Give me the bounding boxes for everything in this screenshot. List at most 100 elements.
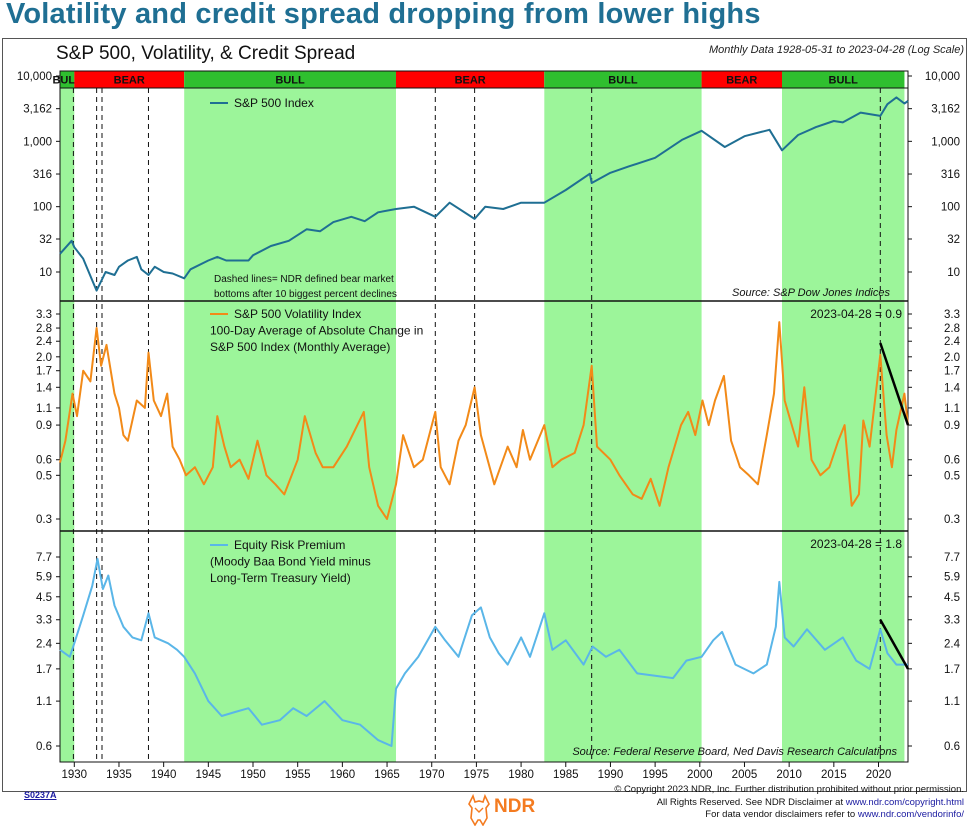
y-tick-label-right: 1.1 (944, 696, 960, 708)
copyright-line-2: All Rights Reserved. See NDR Disclaimer … (614, 797, 964, 810)
erp-legend-text: Long-Term Treasury Yield) (210, 571, 351, 585)
erp-latest-label: 2023-04-28 = 1.8 (810, 537, 902, 551)
erp-source: Source: Federal Reserve Board, Ned Davis… (572, 746, 897, 758)
x-tick-label: 1965 (374, 769, 400, 781)
regime-label-2: BULL (275, 75, 305, 87)
y-tick-label-left: 7.7 (36, 552, 52, 564)
regime-label-3: BEAR (455, 75, 486, 87)
y-tick-label-right: 316 (941, 169, 960, 181)
ndr-logo-text: NDR (494, 796, 536, 817)
headline: Volatility and credit spread dropping fr… (6, 0, 761, 30)
x-tick-label: 1940 (151, 769, 177, 781)
y-tick-label-right: 1.1 (944, 403, 960, 415)
erp-legend-text: Equity Risk Premium (234, 538, 345, 552)
annotation-line-1: Dashed lines= NDR defined bear market (214, 274, 394, 285)
x-tick-label: 1980 (508, 769, 534, 781)
copyright-line-3-text: For data vendor disclaimers refer to (705, 809, 858, 820)
copyright-line-2-text: All Rights Reserved. See NDR Disclaimer … (656, 796, 846, 808)
chart-subtitle: Monthly Data 1928-05-31 to 2023-04-28 (L… (709, 44, 964, 56)
x-tick-label: 2005 (732, 769, 758, 781)
chart-frame (2, 38, 967, 792)
erp-legend-text: (Moody Baa Bond Yield minus (210, 555, 371, 569)
x-tick-label: 1970 (419, 769, 445, 781)
y-tick-label-right: 7.7 (944, 552, 960, 564)
copyright-notice: © Copyright 2023 NDR, Inc. Further distr… (614, 784, 964, 822)
y-tick-label-right: 3.3 (944, 309, 960, 321)
y-tick-label-left: 5.9 (36, 572, 52, 584)
x-tick-label: 2010 (776, 769, 802, 781)
copyright-link[interactable]: www.ndr.com/copyright.html (845, 796, 964, 808)
y-tick-label-left: 1.1 (36, 696, 52, 708)
y-tick-label-right: 0.3 (944, 514, 960, 526)
y-tick-label-left: 1.7 (36, 664, 52, 676)
spx-series-line (59, 96, 909, 292)
y-tick-label-left: 100 (33, 202, 52, 214)
y-tick-label-left: 2.4 (36, 336, 53, 348)
y-tick-label-left: 0.6 (36, 741, 52, 753)
bull-shading-4 (544, 71, 702, 762)
y-tick-label-right: 0.9 (944, 420, 960, 432)
y-tick-label-left: 0.9 (36, 420, 52, 432)
y-tick-label-right: 3.3 (944, 615, 960, 627)
regime-band-6 (782, 71, 905, 88)
erp-series-line (59, 557, 908, 747)
y-tick-label-right: 5.9 (944, 572, 960, 584)
annotation-line-2: bottoms after 10 biggest percent decline… (214, 289, 397, 300)
x-tick-label: 2015 (821, 769, 847, 781)
y-tick-label-left: 10,000 (17, 71, 52, 83)
x-tick-label: 1955 (285, 769, 311, 781)
y-tick-label-left: 3.3 (36, 615, 52, 627)
regime-band-3 (395, 71, 545, 88)
x-tick-label: 1945 (196, 769, 222, 781)
regime-label-1: BEAR (114, 75, 145, 87)
ndr-bull-logo-icon (468, 793, 490, 826)
copyright-line-1: © Copyright 2023 NDR, Inc. Further distr… (614, 784, 964, 795)
y-tick-label-left: 0.6 (36, 455, 52, 467)
y-tick-label-right: 1.7 (944, 366, 960, 378)
y-tick-label-left: 4.5 (36, 592, 52, 604)
y-tick-label-left: 0.3 (36, 514, 52, 526)
y-tick-label-right: 1.7 (944, 664, 960, 676)
bull-shading-0 (60, 71, 75, 762)
regime-band-4 (544, 71, 702, 88)
y-tick-label-right: 100 (941, 202, 960, 214)
y-tick-label-left: 2.8 (36, 323, 52, 335)
vendor-info-link[interactable]: www.ndr.com/vendorinfo/ (857, 809, 964, 820)
regime-label-5: BEAR (726, 75, 757, 87)
chart-title: S&P 500, Volatility, & Credit Spread (56, 43, 356, 64)
erp-trend-line (879, 619, 910, 670)
y-tick-label-right: 0.5 (944, 470, 960, 482)
y-tick-label-right: 0.6 (944, 455, 960, 467)
vol-legend-text: S&P 500 Index (Monthly Average) (210, 340, 390, 354)
chart-id-link[interactable]: S0237A (24, 790, 57, 800)
vol-legend-text: 100-Day Average of Absolute Change in (210, 324, 423, 338)
y-tick-label-right: 2.4 (944, 638, 961, 650)
y-tick-label-right: 1,000 (931, 136, 960, 148)
vol-legend-text: S&P 500 Volatility Index (234, 307, 361, 321)
x-tick-label: 1930 (62, 769, 88, 781)
x-tick-label: 1975 (464, 769, 490, 781)
x-tick-label: 1960 (330, 769, 356, 781)
y-tick-label-right: 2.0 (944, 352, 960, 364)
y-tick-label-right: 3,162 (931, 104, 960, 116)
y-tick-label-left: 1.4 (36, 382, 53, 394)
spx-legend-text: S&P 500 Index (234, 96, 314, 110)
y-tick-label-right: 10 (947, 267, 960, 279)
y-tick-label-left: 2.4 (36, 638, 53, 650)
regime-band-0 (60, 71, 75, 88)
x-tick-label: 1985 (553, 769, 579, 781)
y-tick-label-left: 1,000 (23, 136, 52, 148)
y-tick-label-left: 0.5 (36, 470, 52, 482)
x-tick-label: 1990 (598, 769, 624, 781)
copyright-line-3: For data vendor disclaimers refer to www… (614, 809, 964, 822)
y-tick-label-left: 10 (39, 267, 52, 279)
y-tick-label-left: 32 (39, 234, 52, 246)
vol-series-line (59, 321, 909, 520)
regime-band-1 (74, 71, 185, 88)
y-tick-label-left: 3.3 (36, 309, 52, 321)
y-tick-label-left: 1.1 (36, 403, 52, 415)
y-tick-label-right: 10,000 (925, 71, 960, 83)
x-tick-label: 1995 (642, 769, 668, 781)
x-tick-label: 2020 (866, 769, 892, 781)
